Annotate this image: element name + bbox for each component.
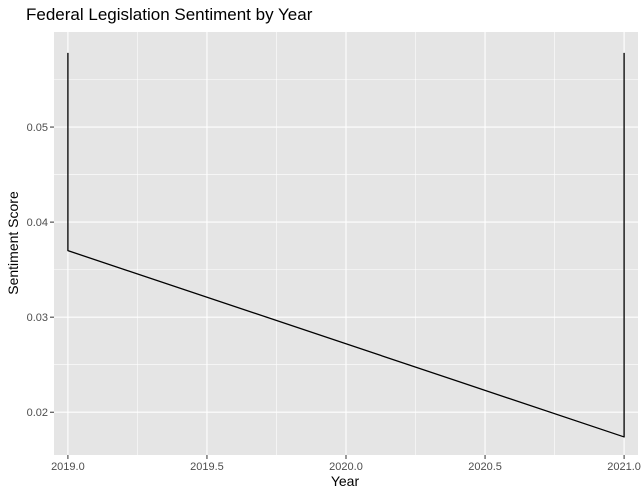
x-tick-label: 2020.5 [468, 461, 502, 473]
y-tick-label: 0.03 [27, 312, 48, 324]
chart-title: Federal Legislation Sentiment by Year [26, 5, 313, 24]
series-line [67, 52, 625, 438]
axis-ticks [50, 126, 625, 459]
x-axis-title: Year [331, 473, 360, 489]
x-tick-label: 2021.0 [607, 461, 641, 473]
x-tick-label: 2019.0 [51, 461, 85, 473]
y-tick-label: 0.04 [27, 217, 48, 229]
x-tick-label: 2020.0 [329, 461, 363, 473]
y-axis-title: Sentiment Score [5, 191, 21, 295]
tick-labels: 2019.0 2019.5 2020.0 2020.5 2021.0 0.02 0.03 0.… [27, 122, 641, 473]
x-tick-label: 2019.5 [190, 461, 224, 473]
series-layer [67, 52, 625, 438]
y-tick-label: 0.05 [27, 122, 48, 134]
y-tick-label: 0.02 [27, 407, 48, 419]
